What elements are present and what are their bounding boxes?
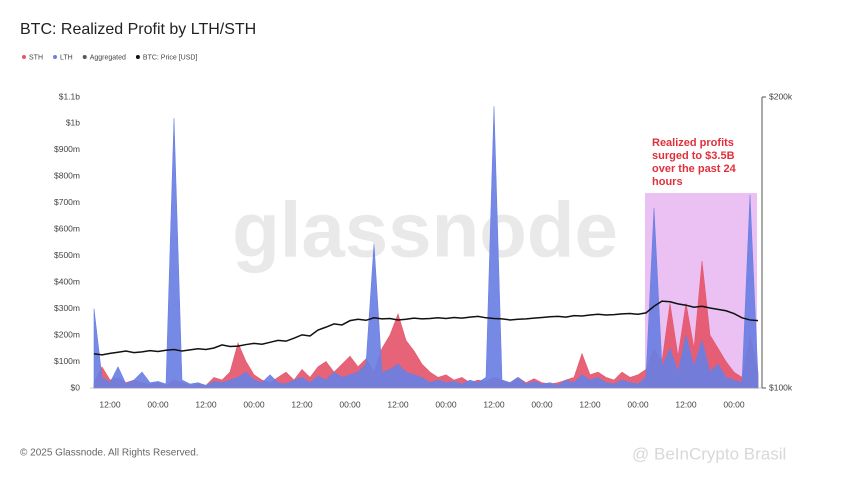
- x-tick-label: 00:00: [627, 399, 649, 409]
- x-tick-label: 12:00: [291, 399, 313, 409]
- legend-marker: [135, 55, 140, 59]
- annotation: hours: [652, 176, 683, 188]
- x-tick-label: 00:00: [147, 399, 169, 409]
- annotation: Realized profits: [652, 137, 734, 149]
- x-tick-label: 00:00: [435, 399, 457, 409]
- y-tick-label: $900m: [54, 144, 80, 154]
- chart-title: BTC: Realized Profit by LTH/STH: [20, 21, 256, 38]
- x-tick-label: 12:00: [483, 399, 505, 409]
- legend-label: STH: [29, 54, 43, 61]
- legend-label: BTC: Price [USD]: [143, 54, 198, 61]
- legend-marker: [82, 55, 87, 59]
- x-tick-label: 00:00: [723, 399, 745, 409]
- x-tick-label: 00:00: [339, 399, 361, 409]
- y-tick-label: $0: [71, 382, 81, 392]
- plot-area: STH LTH Aggregated BTC: Price [USD] $0 $100m $…: [22, 54, 793, 409]
- price-line: [93, 300, 759, 356]
- y-tick-label: $400m: [54, 276, 80, 286]
- credit: @ BeInCrypto Brasil: [632, 444, 786, 463]
- watermark: glassnode: [232, 186, 618, 274]
- y-tick-label: $300m: [54, 303, 80, 313]
- y-tick-label: $1.1b: [59, 91, 81, 101]
- annotation: over the past 24: [652, 163, 737, 175]
- footer: © 2025 Glassnode. All Rights Reserved.: [20, 448, 199, 459]
- legend-label: Aggregated: [90, 54, 126, 61]
- x-tick-label: 00:00: [243, 399, 265, 409]
- legend-label: LTH: [60, 54, 73, 61]
- y-tick-label: $800m: [54, 171, 80, 181]
- x-tick-label: 12:00: [579, 399, 601, 409]
- legend-marker: [22, 55, 26, 59]
- y-tick-label: $700m: [54, 197, 80, 207]
- x-tick-label: 12:00: [99, 399, 121, 409]
- x-tick-label: 12:00: [195, 399, 217, 409]
- x-tick-label: 12:00: [675, 399, 697, 409]
- legend-marker: [53, 55, 57, 59]
- y-tick-label: $500m: [54, 250, 80, 260]
- y-tick-label: $1b: [66, 118, 80, 128]
- y-tick-label: $600m: [54, 224, 80, 234]
- y2-tick-label: $100k: [769, 382, 793, 392]
- y2-tick-label: $200k: [769, 91, 793, 101]
- area: [93, 106, 759, 389]
- x-tick-label: 00:00: [531, 399, 553, 409]
- y-tick-label: $200m: [54, 329, 80, 339]
- y-tick-label: $100m: [54, 356, 80, 366]
- annotation: surged to $3.5B: [652, 150, 735, 162]
- x-tick-label: 12:00: [387, 399, 409, 409]
